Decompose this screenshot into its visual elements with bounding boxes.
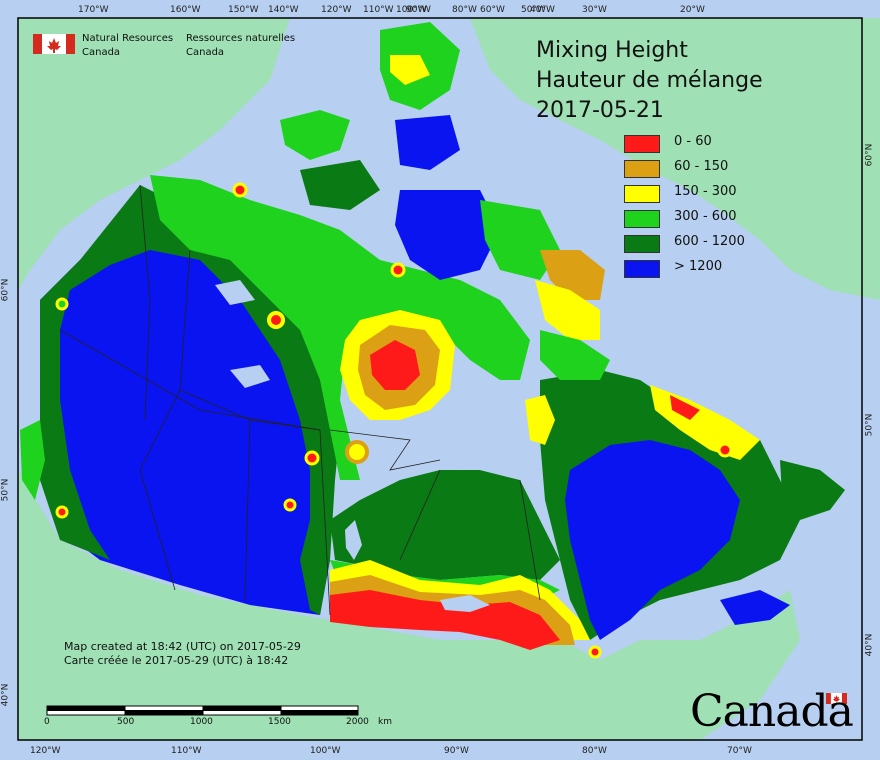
arctic-island-6 xyxy=(480,200,560,280)
legend-label: 60 - 150 xyxy=(674,159,729,174)
tick-label: 110°W xyxy=(363,5,394,15)
tick-label: 50°W xyxy=(521,5,546,15)
scale-tick-label: 2000 xyxy=(346,717,369,727)
hotspot xyxy=(55,297,69,311)
tick-label: 70°W xyxy=(727,746,752,756)
lake-winnipeg xyxy=(345,520,362,560)
canada-wordmark: Canada xyxy=(690,686,854,737)
alaska-land xyxy=(18,18,290,290)
baffin-island-orange xyxy=(540,250,605,300)
title-english: Mixing Height xyxy=(536,38,688,63)
quebec-yellow xyxy=(525,395,555,445)
legend-swatch xyxy=(624,260,660,278)
great-slave-lake xyxy=(215,280,255,305)
credit-english: Map created at 18:42 (UTC) on 2017-05-29 xyxy=(64,640,301,653)
tick-label: 170°W xyxy=(78,5,109,15)
wordmark-flag-icon xyxy=(826,692,847,705)
hotspot xyxy=(390,262,406,278)
tick-label: 100°W xyxy=(310,746,341,756)
tick-label: 50°N xyxy=(0,478,11,502)
legend-label: 600 - 1200 xyxy=(674,234,745,249)
agency-english: Natural Resources Canada xyxy=(82,32,173,60)
map-frame xyxy=(17,17,863,741)
tick-label: 90°W xyxy=(406,5,431,15)
scale-tick-label: 500 xyxy=(117,717,135,727)
legend-swatch xyxy=(624,235,660,253)
hotspot xyxy=(232,182,248,198)
tick-label: 50°N xyxy=(864,413,875,437)
tick-label: 140°W xyxy=(268,5,299,15)
canada-central-green xyxy=(330,470,560,580)
north-red xyxy=(370,340,420,390)
hotspot xyxy=(283,498,297,512)
legend-swatch xyxy=(624,135,660,153)
credit-french: Carte créée le 2017-05-29 (UTC) à 18:42 xyxy=(64,654,289,667)
hotspot xyxy=(345,440,369,464)
provincial-borders xyxy=(59,184,541,616)
agency-fr-line1: Ressources naturelles xyxy=(186,33,296,44)
tick-label: 100°W xyxy=(396,5,427,15)
agency-french: Ressources naturelles Canada xyxy=(186,32,295,60)
tick-label: 60°N xyxy=(0,278,11,302)
title-date: 2017-05-21 xyxy=(536,98,664,123)
legend-label: 150 - 300 xyxy=(674,184,737,199)
tick-label: 40°N xyxy=(864,633,875,657)
agency-en-line1: Natural Resources xyxy=(82,33,174,44)
legend-label: 300 - 600 xyxy=(674,209,737,224)
newfoundland xyxy=(780,460,845,520)
canada-east-blue xyxy=(565,440,740,640)
agency-fr-line2: Canada xyxy=(186,47,225,58)
yellow-island xyxy=(390,55,430,85)
tick-label: 40°W xyxy=(530,5,555,15)
great-lakes xyxy=(440,595,490,612)
great-bear-lake xyxy=(230,365,270,388)
baffin-island-green xyxy=(540,330,610,380)
tick-label: 60°W xyxy=(480,5,505,15)
legend-swatch xyxy=(624,160,660,178)
usa-land xyxy=(18,470,800,740)
title-french: Hauteur de mélange xyxy=(536,68,763,93)
arctic-island-1 xyxy=(280,110,350,160)
agency-en-line2: Canada xyxy=(82,47,121,58)
labrador-red xyxy=(670,395,700,420)
baffin-island-yellow xyxy=(535,280,600,340)
legend-swatch xyxy=(624,185,660,203)
scale-tick-label: 1500 xyxy=(268,717,291,727)
scale-tick-label: 0 xyxy=(44,717,50,727)
tick-label: 90°W xyxy=(444,746,469,756)
arctic-island-2 xyxy=(300,160,380,210)
canada-light-green-north xyxy=(150,175,530,480)
scale-bar xyxy=(46,705,359,716)
legend-label: > 1200 xyxy=(674,259,723,274)
tick-label: 110°W xyxy=(171,746,202,756)
tick-label: 160°W xyxy=(170,5,201,15)
hotspot xyxy=(267,311,285,329)
hotspot xyxy=(588,645,602,659)
hotspot xyxy=(304,450,320,466)
legend-swatch xyxy=(624,210,660,228)
greenland xyxy=(470,18,880,300)
tick-label: 120°W xyxy=(321,5,352,15)
tick-label: 20°W xyxy=(680,5,705,15)
nova-scotia xyxy=(720,590,790,625)
hotspot xyxy=(55,505,69,519)
tick-label: 60°N xyxy=(864,143,875,167)
arctic-island-5 xyxy=(395,190,500,280)
south-red-band xyxy=(330,590,560,650)
tick-label: 120°W xyxy=(30,746,61,756)
arctic-island-4 xyxy=(395,115,460,170)
tick-label: 80°W xyxy=(582,746,607,756)
canada-flag-icon xyxy=(33,34,75,54)
hotspot xyxy=(717,442,733,458)
scale-tick-label: 1000 xyxy=(190,717,213,727)
tick-label: 30°W xyxy=(582,5,607,15)
scale-unit: km xyxy=(378,717,392,727)
legend-label: 0 - 60 xyxy=(674,134,712,149)
tick-label: 80°W xyxy=(452,5,477,15)
tick-label: 40°N xyxy=(0,683,11,707)
tick-label: 150°W xyxy=(228,5,259,15)
west-coast-green xyxy=(20,420,45,500)
